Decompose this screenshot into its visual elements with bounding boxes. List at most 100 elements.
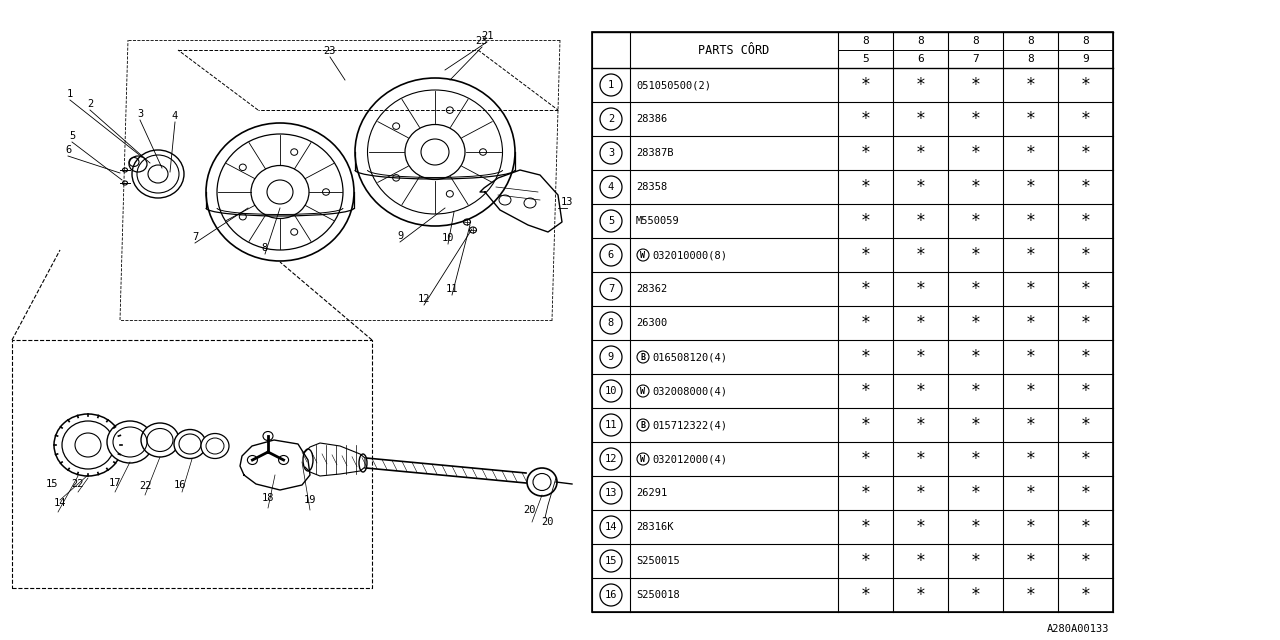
Text: 22: 22 xyxy=(72,479,84,489)
Text: *: * xyxy=(1080,348,1091,366)
Text: 1: 1 xyxy=(67,89,73,99)
Text: W: W xyxy=(640,387,645,396)
Text: 7: 7 xyxy=(192,232,198,242)
Text: 015712322(4): 015712322(4) xyxy=(652,420,727,430)
Text: *: * xyxy=(970,552,980,570)
Text: 13: 13 xyxy=(604,488,617,498)
Text: *: * xyxy=(1080,314,1091,332)
Text: 032012000(4): 032012000(4) xyxy=(652,454,727,464)
Text: 2: 2 xyxy=(87,99,93,109)
Text: *: * xyxy=(860,280,870,298)
Text: *: * xyxy=(970,110,980,128)
Text: 8: 8 xyxy=(1027,54,1034,64)
Text: M550059: M550059 xyxy=(636,216,680,226)
Text: *: * xyxy=(1080,382,1091,400)
Text: *: * xyxy=(915,110,925,128)
Text: 19: 19 xyxy=(303,495,316,505)
Text: 032008000(4): 032008000(4) xyxy=(652,386,727,396)
Text: *: * xyxy=(970,484,980,502)
Text: 14: 14 xyxy=(54,498,67,508)
Text: *: * xyxy=(1080,280,1091,298)
Text: 20: 20 xyxy=(541,517,554,527)
Text: *: * xyxy=(860,586,870,604)
Text: 15: 15 xyxy=(604,556,617,566)
Text: *: * xyxy=(1025,518,1036,536)
Text: *: * xyxy=(1080,586,1091,604)
Text: *: * xyxy=(915,144,925,162)
Text: *: * xyxy=(1080,552,1091,570)
Text: B: B xyxy=(640,420,645,429)
Ellipse shape xyxy=(132,150,184,198)
Text: *: * xyxy=(970,246,980,264)
Text: 10: 10 xyxy=(442,233,454,243)
Text: *: * xyxy=(1080,518,1091,536)
Text: *: * xyxy=(860,110,870,128)
Ellipse shape xyxy=(174,429,206,458)
Text: 3: 3 xyxy=(137,109,143,119)
Text: 13: 13 xyxy=(561,197,573,207)
Text: *: * xyxy=(860,382,870,400)
Text: *: * xyxy=(860,450,870,468)
Text: 28358: 28358 xyxy=(636,182,667,192)
Text: *: * xyxy=(1080,450,1091,468)
Text: *: * xyxy=(1080,144,1091,162)
Text: 26300: 26300 xyxy=(636,318,667,328)
Text: *: * xyxy=(1025,416,1036,434)
Bar xyxy=(12,340,372,588)
Text: 5: 5 xyxy=(608,216,614,226)
Polygon shape xyxy=(480,170,562,232)
Text: *: * xyxy=(970,450,980,468)
Text: 3: 3 xyxy=(608,148,614,158)
Text: W: W xyxy=(640,454,645,463)
Text: 11: 11 xyxy=(445,284,458,294)
Text: 9: 9 xyxy=(608,352,614,362)
Text: *: * xyxy=(915,212,925,230)
Ellipse shape xyxy=(108,421,154,463)
Text: 6: 6 xyxy=(608,250,614,260)
Text: 16: 16 xyxy=(604,590,617,600)
Text: 12: 12 xyxy=(604,454,617,464)
Text: *: * xyxy=(1025,450,1036,468)
Text: 9: 9 xyxy=(1082,54,1089,64)
Text: *: * xyxy=(970,382,980,400)
Text: *: * xyxy=(1025,586,1036,604)
Text: PARTS CÔRD: PARTS CÔRD xyxy=(699,44,769,56)
Text: *: * xyxy=(915,348,925,366)
Text: *: * xyxy=(860,212,870,230)
Text: *: * xyxy=(970,144,980,162)
Text: *: * xyxy=(970,416,980,434)
Text: S250018: S250018 xyxy=(636,590,680,600)
Text: 10: 10 xyxy=(604,386,617,396)
Text: 6: 6 xyxy=(65,145,72,155)
Text: *: * xyxy=(1025,484,1036,502)
Text: *: * xyxy=(915,280,925,298)
Text: 2: 2 xyxy=(608,114,614,124)
Text: *: * xyxy=(1025,348,1036,366)
Text: 8: 8 xyxy=(262,243,268,253)
Text: *: * xyxy=(1025,552,1036,570)
Text: 8: 8 xyxy=(863,36,869,46)
Text: *: * xyxy=(1025,110,1036,128)
Text: 17: 17 xyxy=(109,478,122,488)
Text: *: * xyxy=(915,314,925,332)
Text: 8: 8 xyxy=(1082,36,1089,46)
Text: *: * xyxy=(1025,382,1036,400)
Text: *: * xyxy=(1080,484,1091,502)
Ellipse shape xyxy=(527,468,557,496)
Text: 1: 1 xyxy=(608,80,614,90)
Ellipse shape xyxy=(54,414,122,476)
Text: *: * xyxy=(970,178,980,196)
Text: *: * xyxy=(915,450,925,468)
Text: *: * xyxy=(860,348,870,366)
Text: *: * xyxy=(970,348,980,366)
Text: *: * xyxy=(1025,314,1036,332)
Text: *: * xyxy=(915,178,925,196)
Text: *: * xyxy=(1025,212,1036,230)
Text: 15: 15 xyxy=(46,479,59,489)
Text: *: * xyxy=(970,586,980,604)
Text: *: * xyxy=(1025,280,1036,298)
Text: 4: 4 xyxy=(172,111,178,121)
Text: 016508120(4): 016508120(4) xyxy=(652,352,727,362)
Text: *: * xyxy=(915,484,925,502)
Text: 7: 7 xyxy=(608,284,614,294)
